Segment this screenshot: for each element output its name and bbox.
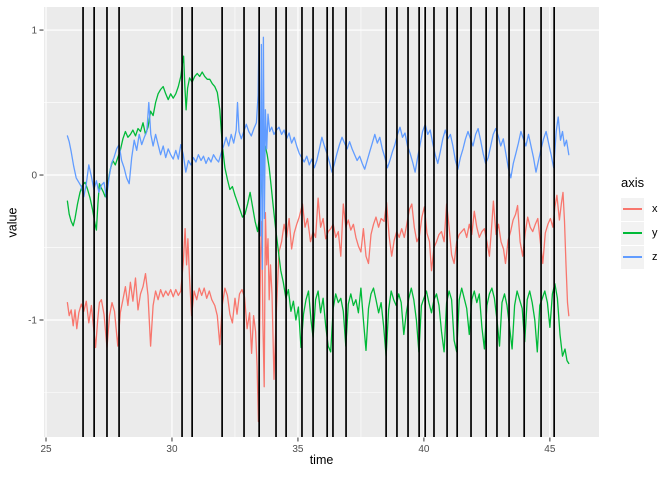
legend-key-line-icon: [623, 207, 642, 211]
legend-label: x: [652, 203, 658, 215]
x-tick-label: 45: [544, 444, 556, 455]
series-line-x: [66, 191, 570, 423]
y-tick-label: 0: [31, 171, 37, 182]
major-gridlines: [44, 7, 599, 437]
event-vlines: [82, 7, 556, 437]
y-axis-title: value: [5, 207, 20, 238]
axis-ticks: [39, 29, 551, 442]
series-lines: [66, 25, 570, 423]
x-tick-label: 30: [166, 444, 178, 455]
legend-entry-y: y: [621, 221, 658, 245]
tick-labels: 25 30 35 40 45 1 0 -1: [28, 26, 556, 455]
y-tick-label: 1: [31, 26, 37, 37]
legend-key-y: [621, 221, 644, 245]
legend-label: z: [652, 251, 658, 263]
x-tick-label: 35: [292, 444, 304, 455]
series-line-z: [66, 25, 570, 270]
x-tick-label: 40: [418, 444, 430, 455]
y-tick-label: -1: [28, 316, 37, 327]
x-axis-title: time: [309, 453, 334, 467]
legend-label: y: [652, 227, 658, 239]
legend-entry-z: z: [621, 245, 658, 269]
legend-key-x: [621, 197, 644, 221]
legend-entry-x: x: [621, 197, 658, 221]
legend-key-line-icon: [623, 231, 642, 235]
legend-key-z: [621, 245, 644, 269]
legend-key-line-icon: [623, 255, 642, 259]
x-tick-label: 25: [40, 444, 52, 455]
legend-title: axis: [621, 175, 645, 190]
